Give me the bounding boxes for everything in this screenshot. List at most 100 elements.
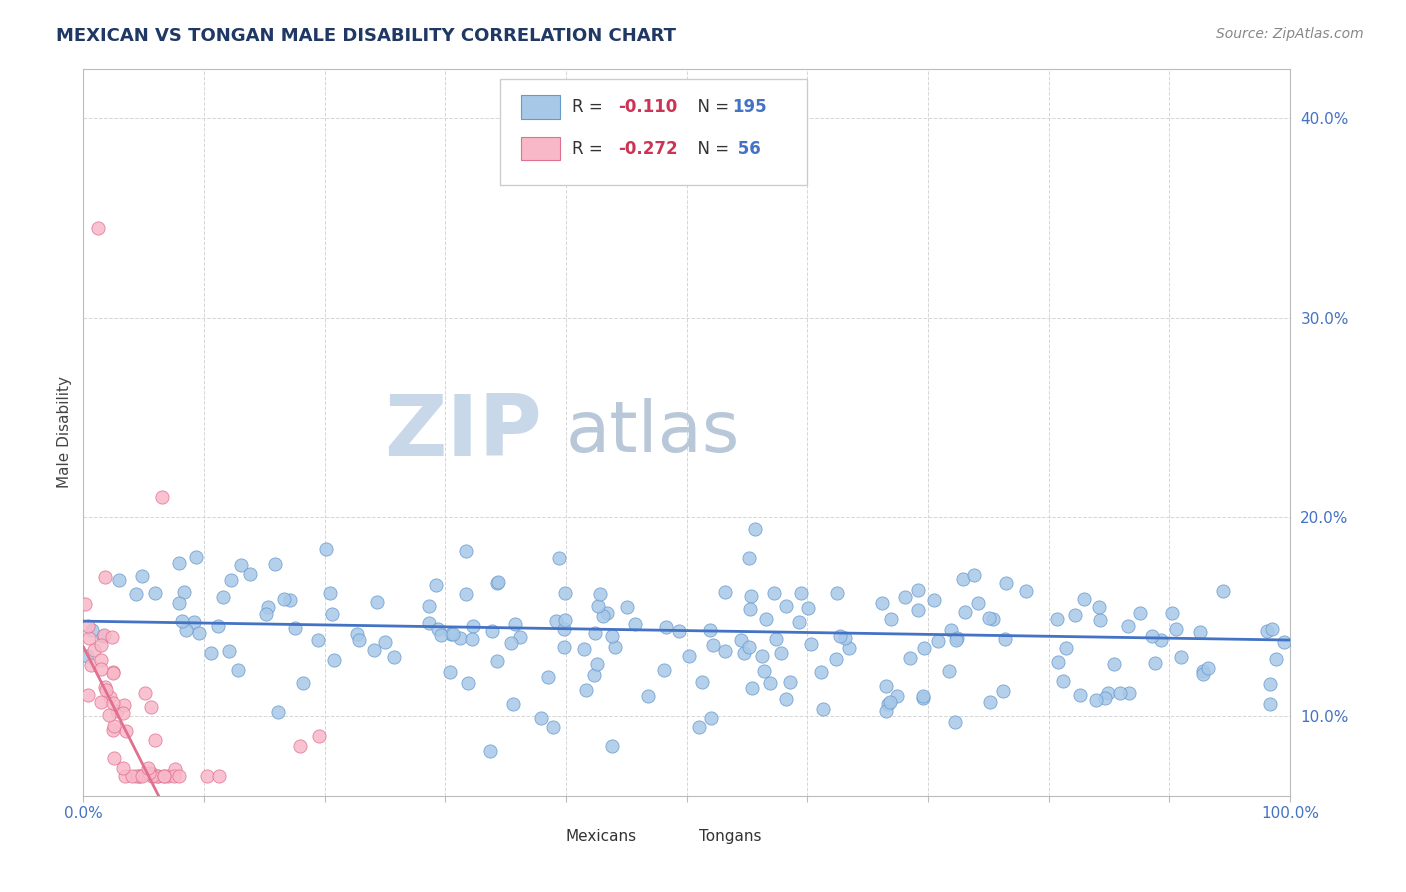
Point xyxy=(879,695,901,709)
Point xyxy=(308,729,330,743)
Point xyxy=(1116,619,1139,633)
Point xyxy=(1212,583,1234,598)
Point xyxy=(150,490,173,504)
Point xyxy=(98,690,121,704)
Point xyxy=(1150,632,1173,647)
Point xyxy=(1160,606,1182,620)
Point xyxy=(738,601,761,615)
Point xyxy=(554,586,576,600)
Point xyxy=(754,665,776,679)
Point xyxy=(94,570,117,584)
Point xyxy=(838,640,860,655)
Point xyxy=(187,626,209,640)
Point xyxy=(77,688,100,702)
Point xyxy=(87,221,110,235)
Point xyxy=(107,574,129,588)
Point xyxy=(834,632,856,646)
Point xyxy=(485,654,508,668)
Point xyxy=(278,593,301,607)
Point xyxy=(125,587,148,601)
Point xyxy=(993,684,1015,698)
Point xyxy=(454,587,477,601)
Point xyxy=(90,653,112,667)
Point xyxy=(143,586,166,600)
Point xyxy=(875,679,897,693)
Point xyxy=(1170,650,1192,665)
Point xyxy=(1188,625,1211,640)
Point xyxy=(139,766,162,780)
Point xyxy=(1063,608,1085,623)
Point xyxy=(765,632,787,646)
Point xyxy=(441,627,464,641)
Point xyxy=(600,629,623,643)
Point xyxy=(426,622,449,636)
FancyBboxPatch shape xyxy=(693,828,720,844)
Point xyxy=(880,612,903,626)
Point xyxy=(173,585,195,599)
Point xyxy=(994,632,1017,647)
Point xyxy=(1118,686,1140,700)
Text: Tongans: Tongans xyxy=(699,829,761,844)
Point xyxy=(83,643,105,657)
Point xyxy=(1097,686,1119,700)
Point xyxy=(105,705,128,719)
Point xyxy=(321,607,343,621)
Point xyxy=(911,691,934,706)
Point xyxy=(963,568,986,582)
FancyBboxPatch shape xyxy=(522,95,560,119)
Point xyxy=(128,769,150,783)
Point xyxy=(125,769,148,783)
Point xyxy=(751,649,773,664)
Point xyxy=(148,769,170,783)
Point xyxy=(1104,657,1126,672)
Point xyxy=(111,761,134,775)
Point xyxy=(741,681,763,696)
Point xyxy=(595,606,617,620)
Text: atlas: atlas xyxy=(567,398,741,467)
Point xyxy=(197,769,219,783)
Point xyxy=(1094,690,1116,705)
Point xyxy=(875,704,897,718)
Point xyxy=(713,585,735,599)
Point xyxy=(103,719,125,733)
Point xyxy=(688,720,710,734)
Text: 56: 56 xyxy=(733,139,761,158)
Point xyxy=(811,702,834,716)
Point xyxy=(374,635,396,649)
Point xyxy=(1069,688,1091,702)
Point xyxy=(103,665,125,679)
Point xyxy=(131,569,153,583)
Point xyxy=(347,632,370,647)
Point xyxy=(439,665,461,679)
Point xyxy=(938,664,960,678)
Point xyxy=(152,769,174,783)
Point xyxy=(592,609,614,624)
Point xyxy=(699,624,721,638)
Text: -0.272: -0.272 xyxy=(617,139,678,158)
Point xyxy=(770,646,793,660)
Point xyxy=(967,596,990,610)
Point xyxy=(174,623,197,637)
Point xyxy=(80,658,103,673)
Point xyxy=(101,665,124,680)
Point xyxy=(655,620,678,634)
Point xyxy=(509,630,531,644)
Point xyxy=(481,624,503,639)
Point xyxy=(90,694,112,708)
Point xyxy=(145,769,167,783)
Point xyxy=(810,665,832,679)
Point xyxy=(157,769,180,783)
Point xyxy=(170,615,193,629)
Point xyxy=(946,632,969,646)
Point xyxy=(572,642,595,657)
Point xyxy=(112,698,135,713)
Point xyxy=(1143,657,1166,671)
Point xyxy=(945,632,967,647)
Point xyxy=(830,629,852,643)
Point xyxy=(755,611,778,625)
FancyBboxPatch shape xyxy=(560,828,586,844)
Point xyxy=(461,619,484,633)
Point xyxy=(257,600,280,615)
Point xyxy=(228,663,250,677)
Point xyxy=(1088,599,1111,614)
